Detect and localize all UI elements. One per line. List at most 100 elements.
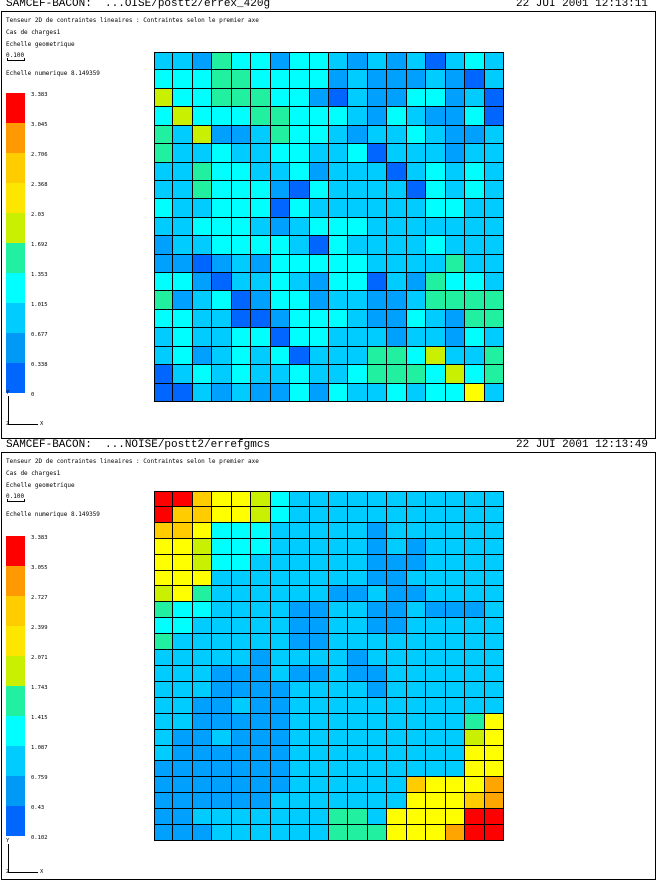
mesh-element [192,809,213,826]
mesh-element [192,52,213,71]
mesh-element [251,602,271,619]
mesh-element [387,809,407,826]
mesh-element [173,761,193,778]
mesh-element [445,618,466,635]
mesh-element [309,383,329,402]
load-case-label: Cas de charges1 [6,29,61,36]
mesh-element [192,666,213,682]
mesh-element [387,291,407,310]
mesh-element [309,346,329,366]
mesh-element [445,586,466,603]
mesh-element [154,52,174,71]
mesh-element [154,180,174,200]
legend-label: 0 [31,392,35,398]
mesh-element [387,554,407,571]
mesh-element [329,650,349,666]
mesh-element [309,52,329,71]
mesh-element [329,273,349,292]
mesh-element [192,236,213,255]
mesh-element [270,365,291,384]
mesh-element [406,729,427,746]
mesh-element [484,618,504,635]
mesh-element [387,522,407,539]
mesh-element [309,125,329,145]
mesh-element [173,144,193,163]
mesh-element [290,162,310,181]
mesh-element [231,383,252,402]
mesh-element [465,52,485,71]
mesh-element [212,491,232,507]
mesh-element [251,383,271,402]
mesh-element [329,538,349,555]
mesh-element [406,650,427,666]
mesh-element [465,697,485,714]
mesh-element [173,309,193,329]
legend-label: 3.383 [31,535,48,541]
mesh-element [484,713,504,730]
legend-swatch [6,93,25,123]
mesh-element [154,309,174,329]
mesh-element [309,602,329,619]
mesh-element [367,650,388,666]
mesh-element [309,618,329,635]
mesh-element [173,254,193,274]
mesh-element [192,650,213,666]
mesh-element [251,554,271,571]
mesh-element [387,70,407,89]
legend-swatch [6,213,25,243]
mesh-element [270,570,291,587]
mesh-element [348,180,368,200]
mesh-element [192,554,213,571]
legend-swatch [6,626,25,656]
mesh-element [348,144,368,163]
mesh-element [212,745,232,762]
y-axis-label: Y [6,838,10,844]
mesh-element [270,809,291,826]
mesh-element [426,309,446,329]
mesh-element [406,634,427,651]
mesh-element [251,180,271,200]
mesh-element [406,144,427,163]
mesh-element [329,825,349,841]
legend-label: 2.706 [31,152,48,158]
legend-label: 1.743 [31,685,48,691]
mesh-element [309,144,329,163]
mesh-element [329,346,349,366]
mesh-element [445,602,466,619]
mesh-element [329,217,349,237]
mesh-element [270,144,291,163]
mesh-element [465,162,485,181]
mesh-element [387,346,407,366]
mesh-element [484,809,504,826]
mesh-element [290,254,310,274]
mesh-element [231,125,252,145]
mesh-element [406,309,427,329]
mesh-element [192,107,213,126]
mesh-element [154,491,174,507]
mesh-element [445,273,466,292]
mesh-element [154,291,174,310]
mesh-element [251,273,271,292]
mesh-element [329,125,349,145]
mesh-element [329,365,349,384]
mesh-element [445,217,466,237]
stress-mesh [154,491,504,841]
mesh-element [367,162,388,181]
legend-label: 1.692 [31,242,48,248]
mesh-element [251,713,271,730]
mesh-element [406,554,427,571]
mesh-element [231,634,252,651]
mesh-element [231,809,252,826]
mesh-element [309,236,329,255]
mesh-element [173,809,193,826]
geometric-scale-value: 0.100 [6,52,25,59]
mesh-element [309,777,329,794]
mesh-element [251,365,271,384]
mesh-element [231,570,252,587]
mesh-element [348,254,368,274]
mesh-element [406,777,427,794]
mesh-element [465,291,485,310]
mesh-element [465,554,485,571]
mesh-element [367,254,388,274]
mesh-element [484,650,504,666]
